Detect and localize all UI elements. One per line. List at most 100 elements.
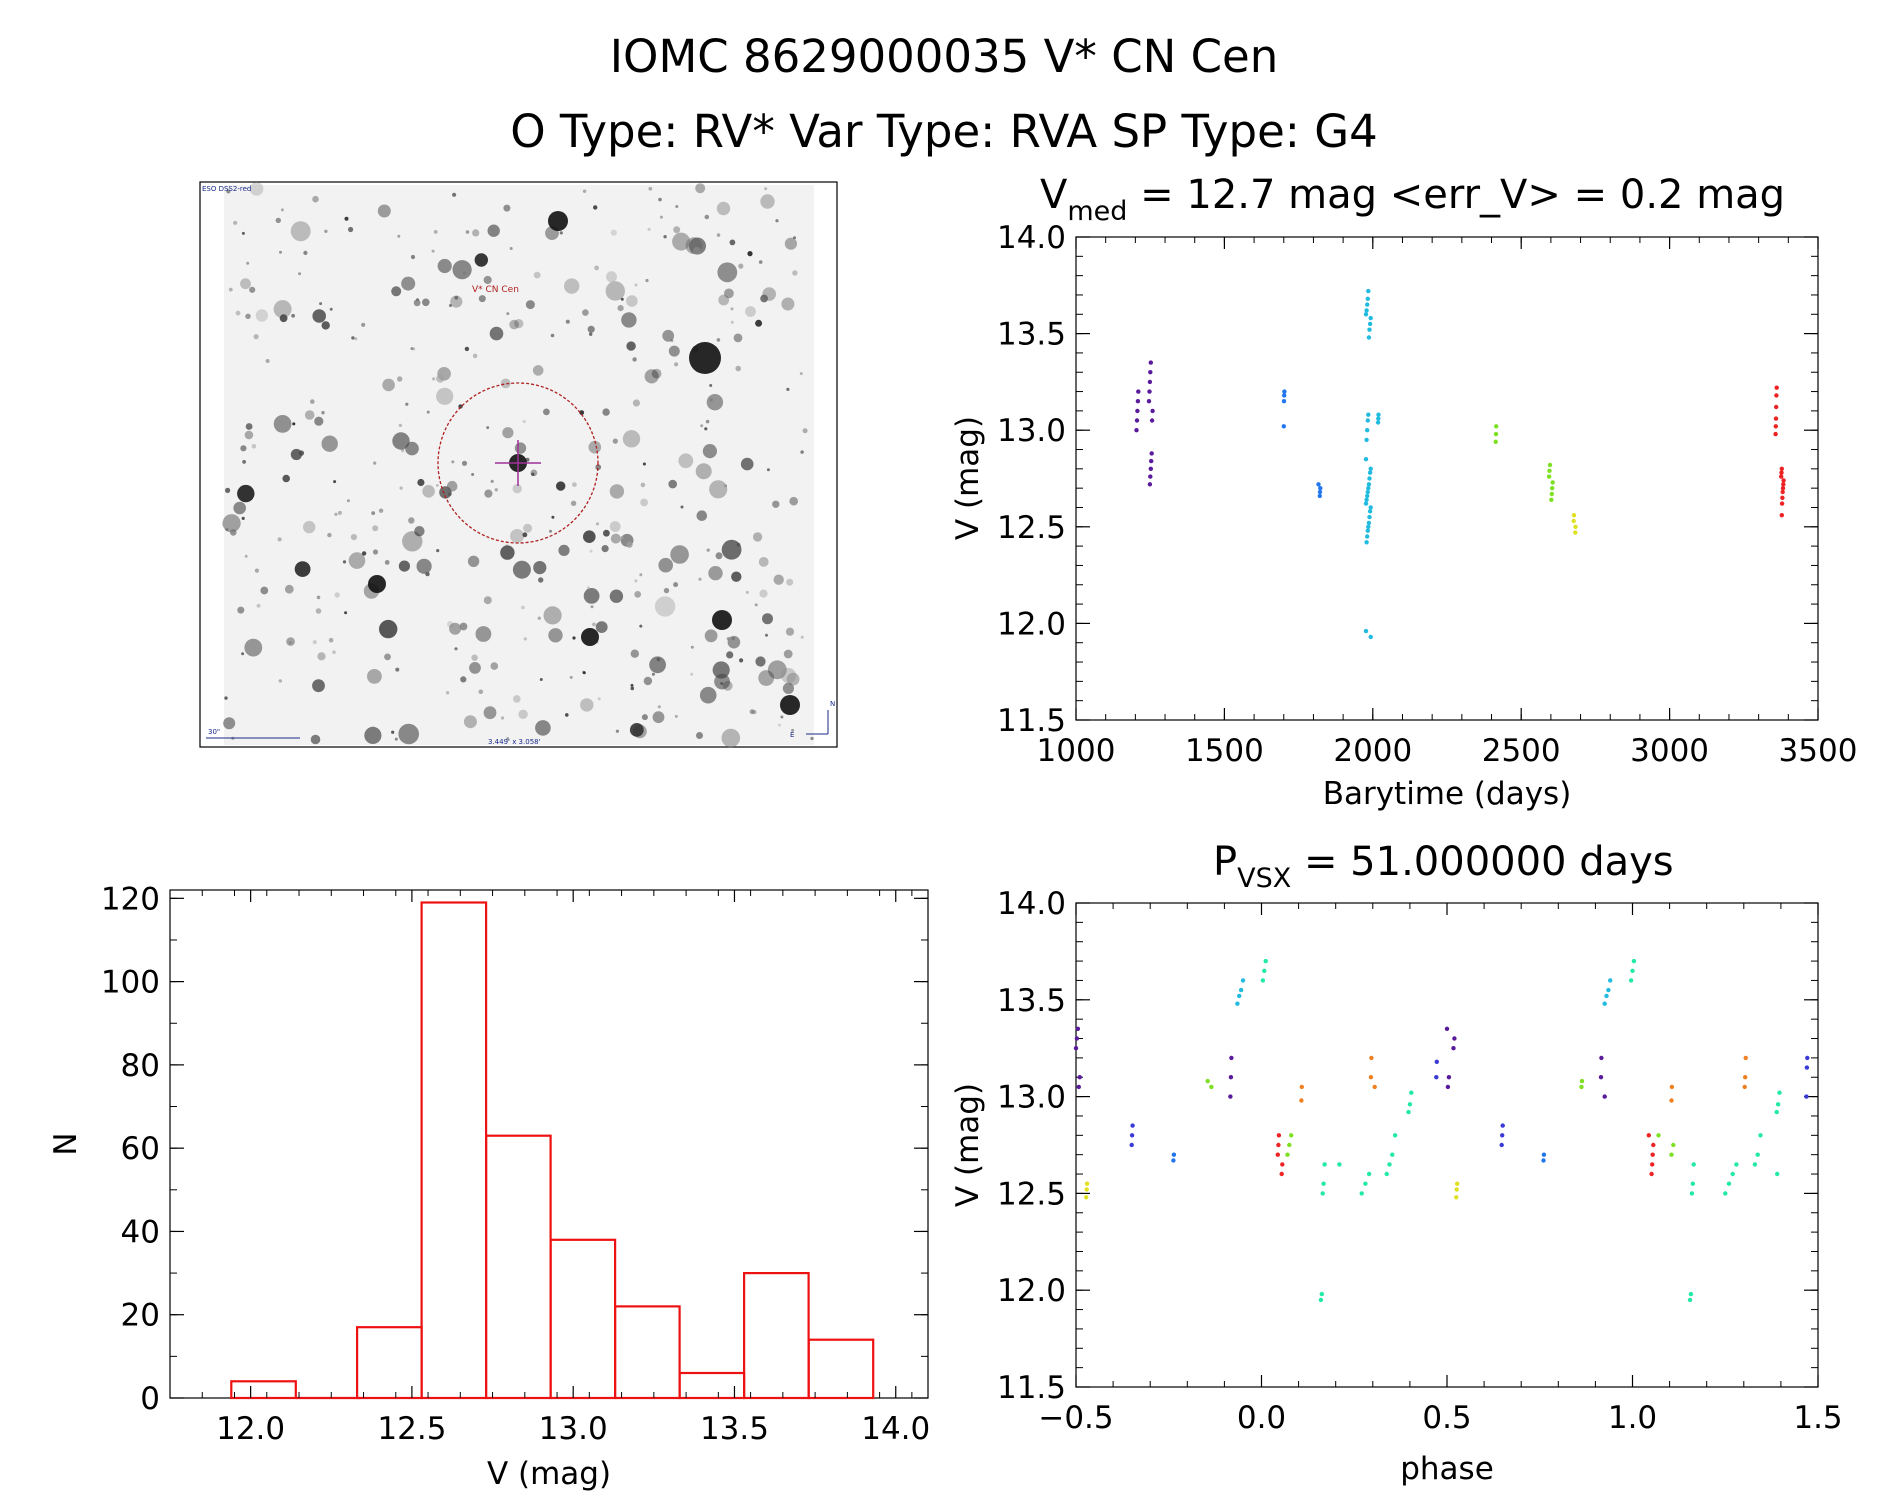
data-point — [1550, 480, 1555, 485]
finder-star — [543, 408, 550, 416]
finder-star — [483, 596, 492, 605]
finder-star — [620, 536, 624, 540]
data-point — [1650, 1152, 1655, 1157]
data-point — [1260, 978, 1266, 983]
finder-star — [551, 515, 555, 519]
finder-star — [346, 499, 350, 503]
phased-curve-title: PVSX = 51.000000 days — [1213, 839, 1674, 894]
data-point — [1602, 1001, 1607, 1006]
finder-star — [538, 577, 544, 583]
data-point — [1779, 466, 1785, 471]
finder-star — [727, 635, 741, 649]
finder-star — [799, 372, 803, 376]
finder-star — [745, 590, 749, 594]
data-point — [1777, 1090, 1782, 1095]
data-point — [1368, 505, 1373, 510]
data-point — [1723, 1191, 1728, 1196]
finder-star — [413, 299, 421, 307]
data-point — [1451, 1046, 1456, 1051]
finder-star — [739, 658, 744, 663]
finder-star — [659, 215, 663, 219]
finder-star — [658, 557, 673, 573]
finder-star — [312, 195, 319, 203]
finder-star — [512, 484, 522, 494]
finder-star — [617, 305, 624, 312]
histogram-bar — [549, 1238, 617, 1400]
histogram-bar — [230, 1380, 297, 1400]
finder-star — [398, 560, 410, 572]
finder-star — [699, 686, 717, 704]
finder-star — [372, 549, 379, 555]
data-point — [1774, 1109, 1779, 1115]
x-tick-label: 2000 — [1333, 733, 1412, 769]
data-point — [1390, 1152, 1395, 1157]
finder-star — [241, 516, 245, 521]
finder-star — [634, 579, 638, 583]
finder-star — [590, 605, 594, 609]
compass-rose — [806, 710, 829, 735]
finder-star — [392, 432, 410, 450]
finder-star — [716, 233, 721, 237]
finder-star — [565, 319, 570, 324]
finder-star — [706, 394, 724, 411]
finder-star — [543, 606, 562, 625]
data-point — [1238, 987, 1244, 993]
data-point — [1146, 399, 1152, 404]
histogram-bars — [230, 901, 875, 1400]
y-tick-label: 12.5 — [997, 1176, 1066, 1212]
finder-star — [292, 422, 296, 426]
data-point — [1805, 1055, 1810, 1061]
finder-star — [709, 398, 713, 402]
finder-star — [731, 637, 735, 641]
data-point — [1650, 1162, 1655, 1167]
finder-star — [582, 671, 586, 675]
data-point — [1779, 513, 1785, 518]
data-point — [1631, 958, 1637, 964]
finder-star — [780, 715, 784, 719]
data-point — [1171, 1158, 1176, 1163]
finder-star — [593, 205, 598, 210]
data-point — [1780, 495, 1785, 500]
finder-star — [786, 578, 794, 586]
finder-star — [758, 670, 775, 686]
finder-star — [460, 676, 467, 683]
finder-star — [278, 679, 282, 683]
finder-star — [344, 216, 349, 221]
data-point — [1364, 497, 1369, 502]
finder-star — [523, 523, 533, 533]
finder-star — [310, 399, 315, 404]
finder-star — [754, 603, 758, 607]
data-point — [1365, 493, 1370, 499]
finder-star — [512, 560, 531, 579]
data-point — [1363, 312, 1369, 317]
finder-star — [747, 251, 753, 257]
data-point — [1279, 1171, 1284, 1177]
finder-star — [733, 333, 743, 343]
finder-star — [402, 531, 423, 552]
finder-star — [564, 278, 580, 294]
finder-star — [651, 368, 662, 379]
finder-star — [766, 468, 770, 472]
finder-star — [704, 427, 708, 431]
finder-star — [662, 329, 675, 342]
finder-object-label: V* CN Cen — [472, 285, 519, 295]
finder-star — [348, 226, 354, 233]
y-tick-label: 12.5 — [997, 510, 1066, 546]
finder-star — [548, 628, 563, 643]
finder-star — [452, 192, 457, 197]
finder-star — [321, 411, 325, 415]
finder-star — [321, 435, 338, 452]
finder-star — [755, 319, 763, 327]
data-point — [1669, 1084, 1675, 1090]
finder-star — [291, 313, 295, 318]
data-point — [1364, 437, 1369, 443]
data-point — [1366, 520, 1372, 526]
finder-star — [597, 697, 601, 701]
data-point — [1579, 1084, 1584, 1090]
finder-star — [706, 548, 710, 552]
data-point — [1134, 428, 1139, 433]
finder-star — [702, 444, 718, 459]
finder-star — [678, 453, 694, 469]
data-point — [1690, 1181, 1696, 1186]
finder-star — [603, 529, 610, 537]
